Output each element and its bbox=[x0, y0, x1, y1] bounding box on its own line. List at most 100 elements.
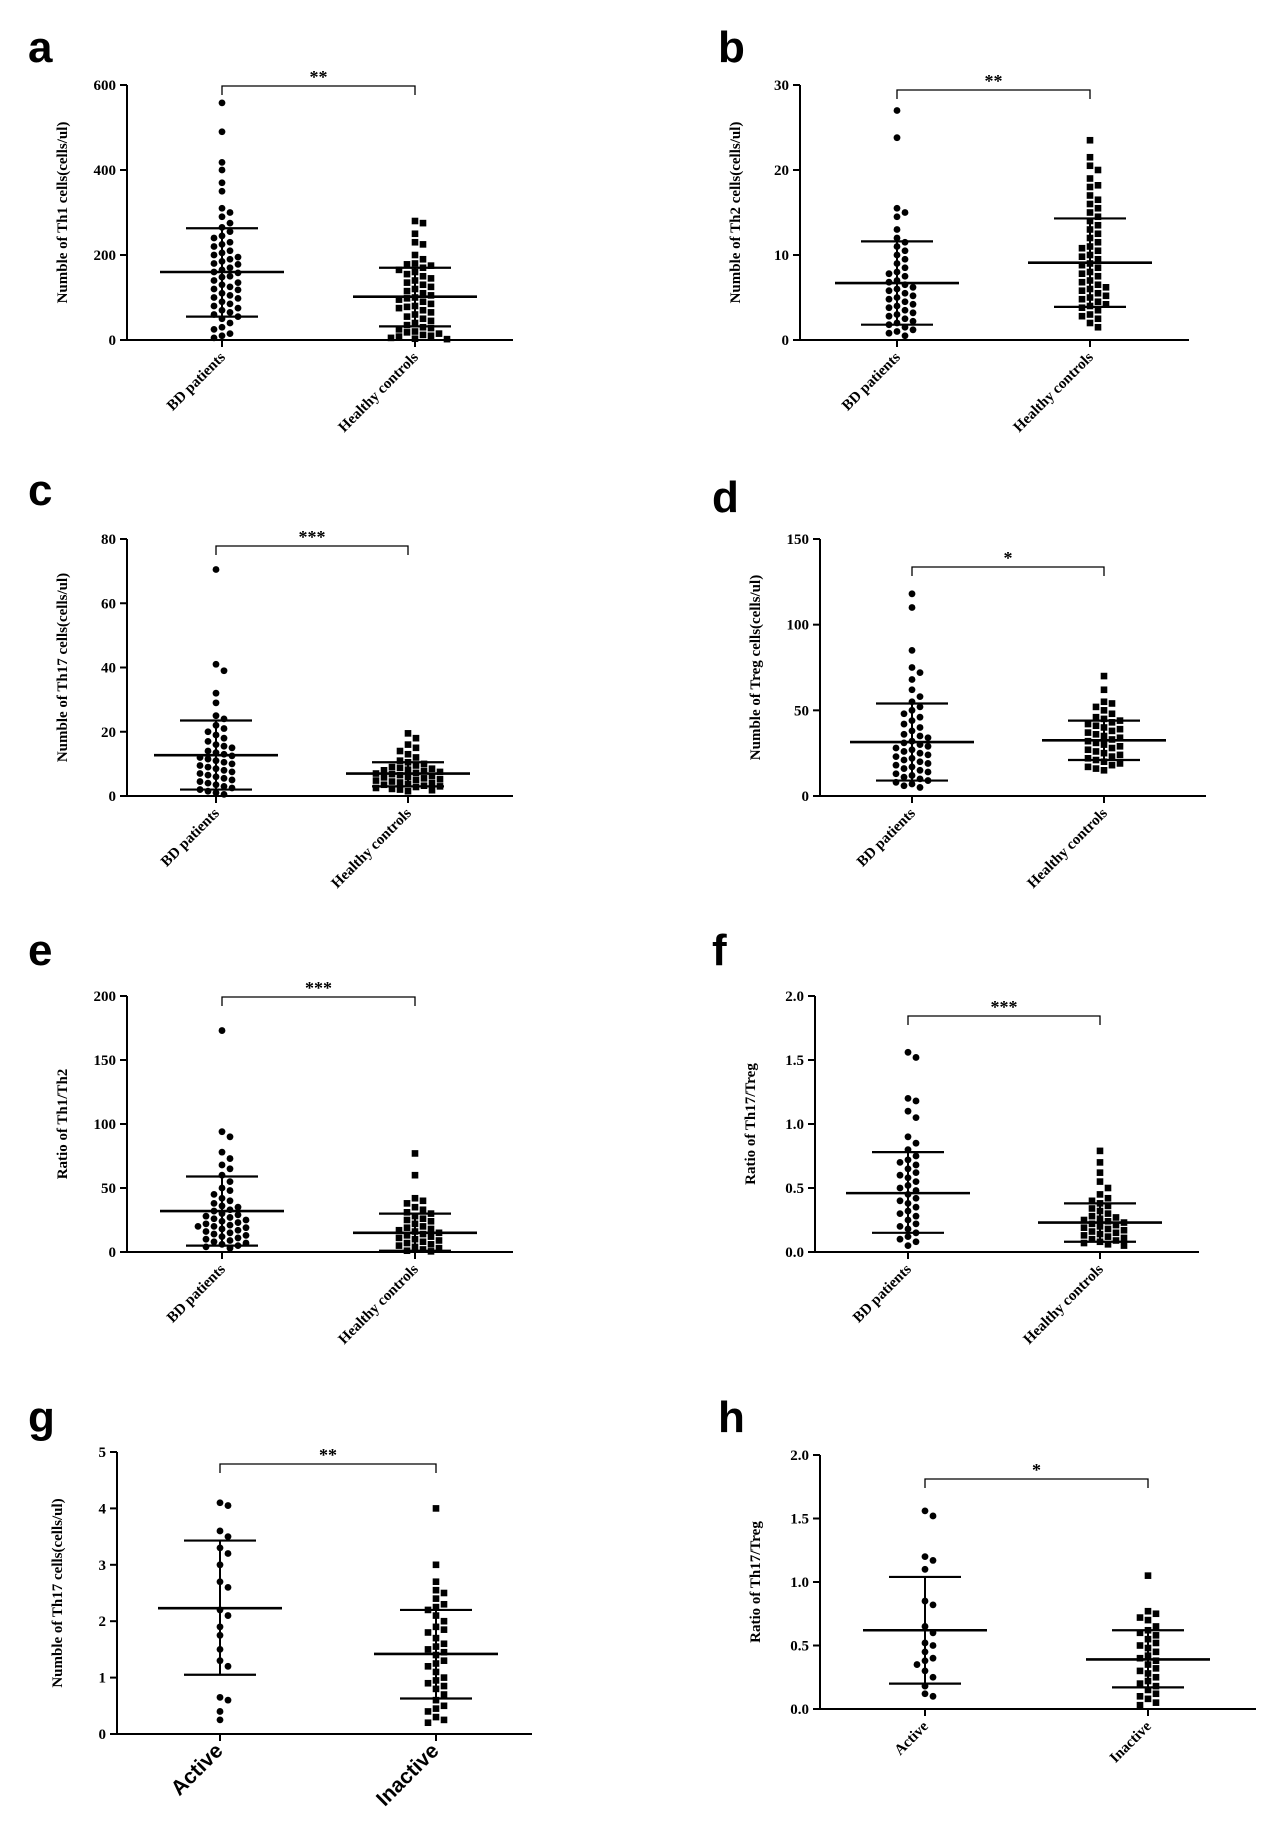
data-point bbox=[435, 330, 443, 337]
data-point bbox=[1152, 1665, 1160, 1672]
data-point bbox=[1094, 315, 1102, 323]
data-point bbox=[916, 758, 924, 766]
data-point bbox=[916, 669, 924, 677]
data-point bbox=[220, 782, 228, 790]
data-point bbox=[234, 1203, 242, 1211]
data-point bbox=[1092, 722, 1100, 730]
data-point bbox=[1152, 1673, 1160, 1681]
data-point bbox=[1080, 1239, 1088, 1247]
data-point bbox=[411, 1171, 419, 1179]
data-point bbox=[1116, 734, 1124, 742]
data-point bbox=[396, 771, 404, 779]
significance-bracket bbox=[911, 566, 1105, 576]
data-point bbox=[892, 761, 900, 769]
data-point bbox=[1104, 1202, 1112, 1210]
data-point bbox=[1078, 278, 1086, 286]
data-point bbox=[909, 309, 917, 317]
data-point bbox=[1086, 200, 1094, 208]
data-point bbox=[929, 1601, 937, 1609]
data-point bbox=[916, 713, 924, 721]
y-tick-label: 150 bbox=[94, 1053, 117, 1069]
data-point bbox=[1108, 727, 1116, 735]
data-point bbox=[440, 1674, 448, 1681]
panel-letter: b bbox=[718, 23, 745, 72]
data-point bbox=[411, 238, 419, 246]
data-point bbox=[1094, 238, 1102, 246]
data-point bbox=[908, 780, 916, 788]
data-point bbox=[896, 1184, 904, 1192]
data-point bbox=[901, 255, 909, 263]
data-point bbox=[234, 304, 242, 312]
data-point bbox=[395, 1234, 403, 1242]
data-point bbox=[1094, 289, 1102, 297]
y-tick-label: 0 bbox=[99, 1727, 107, 1743]
data-point bbox=[1094, 221, 1102, 229]
data-point bbox=[924, 734, 932, 742]
data-point bbox=[396, 757, 404, 764]
data-point bbox=[234, 1226, 242, 1234]
data-point bbox=[210, 1238, 218, 1246]
data-point bbox=[196, 762, 204, 769]
data-point bbox=[220, 667, 228, 675]
data-point bbox=[924, 751, 932, 759]
data-point bbox=[1144, 1572, 1152, 1579]
data-point bbox=[210, 1191, 218, 1198]
data-point bbox=[411, 328, 419, 335]
data-point bbox=[1108, 719, 1116, 726]
y-axis-label: Ratio of Th17/Treg bbox=[748, 1521, 764, 1643]
data-point bbox=[210, 1199, 218, 1207]
data-point bbox=[226, 1221, 234, 1229]
data-point bbox=[427, 1241, 435, 1248]
data-point bbox=[224, 1662, 232, 1670]
category-label: Healthy controls bbox=[329, 805, 415, 891]
data-point bbox=[1144, 1686, 1152, 1694]
data-point bbox=[1152, 1648, 1160, 1656]
data-point bbox=[1102, 292, 1110, 300]
data-point bbox=[1094, 323, 1102, 331]
panel-c: c 0 20 40 60 80 Numble of Th17 cells(cells/ul)… bbox=[28, 466, 513, 892]
data-point bbox=[210, 251, 218, 259]
y-tick-label: 200 bbox=[94, 989, 117, 1005]
data-point bbox=[204, 763, 212, 771]
data-point bbox=[220, 774, 228, 782]
y-tick-label: 0.5 bbox=[785, 1181, 804, 1197]
data-point bbox=[1100, 758, 1108, 766]
data-point bbox=[396, 786, 404, 793]
data-point bbox=[226, 1155, 234, 1162]
data-point bbox=[1088, 1235, 1096, 1243]
data-point bbox=[204, 755, 212, 763]
data-point bbox=[929, 1557, 937, 1564]
y-tick-label: 0 bbox=[782, 333, 790, 349]
data-point bbox=[218, 1027, 226, 1034]
data-point bbox=[909, 283, 917, 291]
data-point bbox=[904, 1233, 912, 1241]
data-point bbox=[403, 1200, 411, 1207]
data-point bbox=[388, 763, 396, 771]
data-point bbox=[218, 1148, 226, 1156]
data-point bbox=[419, 1215, 427, 1223]
data-point bbox=[212, 789, 220, 797]
data-point bbox=[901, 247, 909, 255]
data-point bbox=[412, 744, 420, 752]
data-point bbox=[226, 1165, 234, 1173]
data-point bbox=[403, 1216, 411, 1224]
data-point bbox=[1136, 1680, 1144, 1687]
significance-bracket bbox=[221, 996, 416, 1006]
significance-bracket bbox=[896, 89, 1091, 99]
data-point bbox=[234, 1219, 242, 1226]
data-point bbox=[440, 1648, 448, 1656]
data-point bbox=[1144, 1695, 1152, 1703]
data-point bbox=[1144, 1607, 1152, 1615]
data-point bbox=[921, 1553, 929, 1560]
data-point bbox=[885, 304, 893, 312]
data-point bbox=[901, 306, 909, 314]
data-point bbox=[443, 335, 451, 343]
data-point bbox=[419, 1197, 427, 1205]
panel-letter: c bbox=[28, 466, 52, 515]
data-point bbox=[885, 295, 893, 303]
data-point bbox=[388, 785, 396, 793]
y-axis-label: Numble of Th17 cells(cells/ul) bbox=[50, 1498, 66, 1687]
data-point bbox=[900, 782, 908, 790]
data-point bbox=[432, 1705, 440, 1712]
category-label: Active bbox=[892, 1718, 932, 1758]
